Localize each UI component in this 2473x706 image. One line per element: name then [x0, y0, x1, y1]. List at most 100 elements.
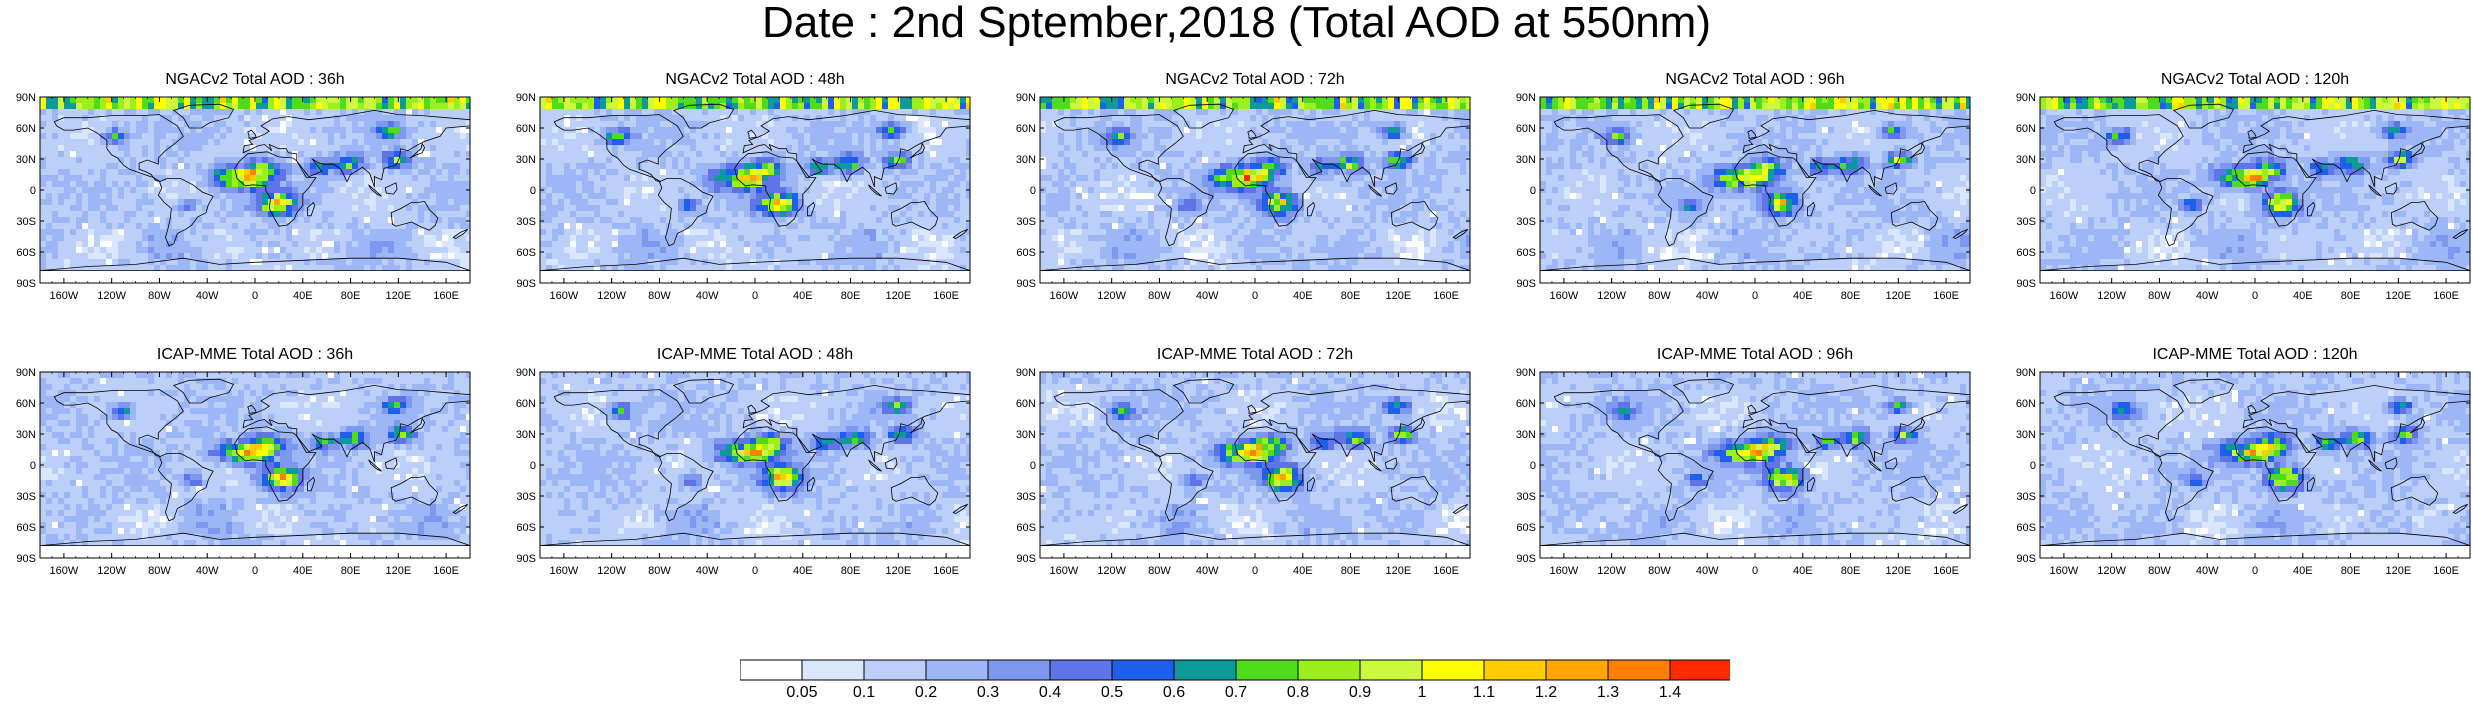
- colorbar-label: 0.8: [1287, 684, 1309, 701]
- lat-label: 30N: [516, 154, 536, 166]
- lon-label: 120W: [97, 290, 126, 302]
- lat-label: 60S: [1016, 247, 1036, 259]
- lat-label: 30S: [1016, 216, 1036, 228]
- colorbar-swatch: [1112, 660, 1174, 680]
- figure-title: Date : 2nd Sptember,2018 (Total AOD at 5…: [0, 0, 2473, 46]
- lon-label: 80E: [1341, 290, 1361, 302]
- lat-label: 30S: [516, 491, 536, 503]
- colorbar-label: 0.7: [1225, 684, 1247, 701]
- colorbar-label: 0.9: [1349, 684, 1371, 701]
- lon-label: 160E: [2433, 290, 2459, 302]
- lat-label: 90S: [2016, 278, 2036, 290]
- lat-label: 30N: [2016, 429, 2036, 441]
- lon-label: 80W: [148, 565, 171, 577]
- colorbar-swatch: [1670, 660, 1730, 680]
- panel-title: ICAP-MME Total AOD : 96h: [1500, 346, 1970, 364]
- lat-label: 90N: [1016, 92, 1036, 104]
- lat-label: 90S: [1516, 553, 1536, 565]
- lon-label: 40W: [1696, 290, 1719, 302]
- lon-label: 80W: [2148, 565, 2171, 577]
- lat-label: 30N: [16, 154, 36, 166]
- lon-label: 160E: [933, 565, 959, 577]
- lon-label: 40E: [293, 565, 313, 577]
- lon-label: 120E: [1885, 290, 1911, 302]
- colorbar-label: 0.4: [1039, 684, 1061, 701]
- lat-label: 90S: [516, 278, 536, 290]
- lon-label: 120W: [2097, 290, 2126, 302]
- lon-label: 160W: [2050, 290, 2079, 302]
- lat-label: 30N: [1016, 429, 1036, 441]
- lon-label: 80W: [1648, 565, 1671, 577]
- lon-label: 160E: [1433, 290, 1459, 302]
- colorbar-swatch: [988, 660, 1050, 680]
- colorbar-swatch: [1608, 660, 1670, 680]
- lon-label: 80E: [841, 565, 861, 577]
- panel-title: ICAP-MME Total AOD : 72h: [1000, 346, 1470, 364]
- lat-label: 30N: [1016, 154, 1036, 166]
- lon-label: 80E: [341, 290, 361, 302]
- lat-label: 90N: [2016, 92, 2036, 104]
- lon-label: 120W: [1097, 565, 1126, 577]
- lon-label: 80W: [1148, 290, 1171, 302]
- colorbar-label: 1: [1418, 684, 1427, 701]
- lon-label: 120W: [1597, 290, 1626, 302]
- lat-label: 90N: [516, 92, 536, 104]
- lon-label: 40E: [293, 290, 313, 302]
- lon-label: 120E: [885, 565, 911, 577]
- lon-label: 80E: [341, 565, 361, 577]
- colorbar-swatch: [740, 660, 802, 680]
- lon-label: 40W: [1196, 290, 1219, 302]
- lat-label: 30S: [1516, 216, 1536, 228]
- lon-label: 40E: [1293, 290, 1313, 302]
- lat-label: 30N: [16, 429, 36, 441]
- lat-label: 90N: [516, 367, 536, 379]
- colorbar-swatch: [1360, 660, 1422, 680]
- lon-label: 160W: [550, 290, 579, 302]
- lat-label: 30S: [16, 216, 36, 228]
- lat-label: 90N: [1516, 92, 1536, 104]
- colorbar-swatch: [1484, 660, 1546, 680]
- lat-label: 90S: [1016, 278, 1036, 290]
- lat-label: 60N: [1516, 123, 1536, 135]
- lon-label: 160W: [50, 290, 79, 302]
- lat-label: 60S: [1516, 247, 1536, 259]
- lat-label: 60N: [2016, 123, 2036, 135]
- colorbar-swatch: [864, 660, 926, 680]
- lon-label: 160E: [933, 290, 959, 302]
- colorbar-label: 0.5: [1101, 684, 1123, 701]
- lon-label: 80W: [648, 565, 671, 577]
- lon-label: 40W: [1196, 565, 1219, 577]
- lon-label: 160W: [1050, 565, 1079, 577]
- lon-label: 160E: [2433, 565, 2459, 577]
- colorbar-swatch: [926, 660, 988, 680]
- lat-label: 0: [1530, 460, 1536, 472]
- lon-label: 160W: [1550, 565, 1579, 577]
- lat-label: 60N: [516, 123, 536, 135]
- lon-label: 0: [252, 290, 258, 302]
- panel-title: NGACv2 Total AOD : 72h: [1000, 71, 1470, 89]
- colorbar-swatch: [1174, 660, 1236, 680]
- lon-label: 0: [1752, 565, 1758, 577]
- lon-label: 120W: [1097, 290, 1126, 302]
- lon-label: 80W: [648, 290, 671, 302]
- lat-label: 30S: [1516, 491, 1536, 503]
- colorbar-swatch: [1298, 660, 1360, 680]
- lat-label: 60S: [1016, 522, 1036, 534]
- lon-label: 120E: [1385, 290, 1411, 302]
- lon-label: 80E: [1841, 290, 1861, 302]
- lat-label: 0: [1030, 185, 1036, 197]
- lon-label: 0: [1252, 565, 1258, 577]
